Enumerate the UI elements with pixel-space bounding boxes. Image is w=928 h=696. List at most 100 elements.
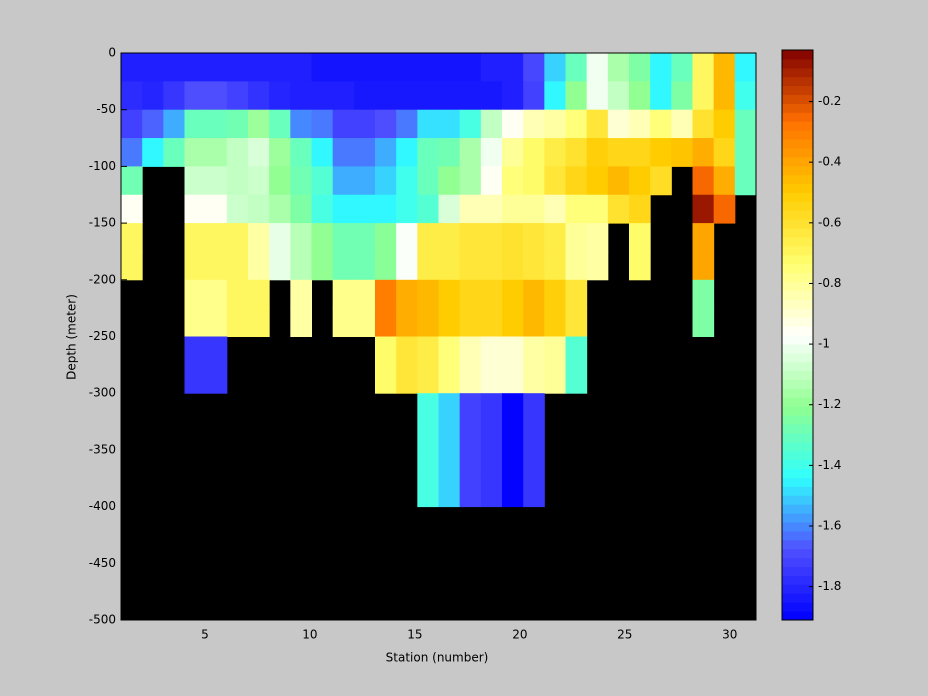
heatmap-cell	[713, 53, 736, 82]
colorbar-tick-label: -0.8	[818, 276, 841, 290]
heatmap-cell	[586, 194, 609, 224]
heatmap-cell	[396, 166, 418, 196]
heatmap-cell	[502, 478, 524, 508]
colorbar-band	[782, 548, 813, 559]
colorbar-tick-label: -0.4	[818, 155, 841, 169]
heatmap-cell	[459, 336, 482, 366]
heatmap-cell	[269, 194, 291, 224]
y-tick-label: 0	[108, 46, 116, 60]
heatmap-cell	[205, 364, 228, 394]
colorbar-band	[782, 388, 813, 398]
heatmap-cell	[692, 194, 715, 224]
colorbar-band	[782, 495, 813, 505]
heatmap-cell	[142, 109, 164, 139]
heatmap-cell	[671, 109, 693, 139]
heatmap-cell	[417, 138, 439, 167]
heatmap-cell	[375, 364, 397, 394]
heatmap-cell	[713, 138, 736, 167]
heatmap-cell	[226, 166, 249, 196]
heatmap-cell	[269, 109, 291, 139]
colorbar-band	[782, 352, 813, 363]
heatmap-cell	[396, 308, 418, 337]
heatmap-cell	[290, 194, 312, 224]
heatmap-cell	[544, 223, 566, 252]
heatmap-cell	[692, 81, 715, 111]
heatmap-cell	[544, 166, 566, 196]
heatmap-cell	[480, 478, 503, 508]
colorbar-band	[782, 219, 813, 229]
heatmap-cell	[502, 109, 524, 139]
colorbar-band	[782, 103, 813, 113]
heatmap-cell	[375, 166, 397, 196]
heatmap-cell	[629, 166, 651, 196]
heatmap-cell	[290, 308, 312, 337]
colorbar-band	[782, 459, 813, 470]
heatmap-cell	[438, 336, 461, 366]
heatmap-cell	[417, 81, 439, 111]
heatmap-cell	[480, 223, 503, 252]
colorbar-band	[782, 557, 813, 568]
colorbar-band	[782, 343, 813, 354]
heatmap-cell	[480, 81, 503, 111]
heatmap-cell	[184, 166, 207, 196]
heatmap-cell	[248, 279, 270, 309]
heatmap-cell	[311, 166, 334, 196]
heatmap-cell	[248, 138, 270, 167]
heatmap-cell	[184, 336, 207, 366]
colorbar-band	[782, 504, 813, 514]
heatmap-cell	[502, 138, 524, 167]
heatmap-cell	[142, 81, 164, 111]
heatmap-cell	[544, 194, 566, 224]
heatmap-cell	[544, 364, 566, 394]
heatmap-cell	[184, 279, 207, 309]
heatmap-cell	[459, 421, 482, 451]
heatmap-cell	[417, 393, 439, 423]
heatmap-cell	[396, 223, 418, 252]
heatmap-cell	[480, 251, 503, 281]
heatmap-cell	[438, 223, 461, 252]
heatmap-cell	[713, 194, 736, 224]
heatmap-cell	[438, 279, 461, 309]
heatmap-cell	[459, 449, 482, 479]
heatmap-cell	[269, 166, 291, 196]
heatmap-cell	[523, 308, 545, 337]
heatmap-cell	[523, 166, 545, 196]
heatmap-cell	[205, 279, 228, 309]
heatmap-cell	[502, 393, 524, 423]
colorbar-band	[782, 76, 813, 87]
heatmap-cell	[565, 308, 588, 337]
heatmap-cell	[226, 138, 249, 167]
heatmap-cell	[502, 336, 524, 366]
heatmap-cell	[586, 81, 609, 111]
heatmap-cell	[290, 53, 312, 82]
heatmap-cell	[692, 166, 715, 196]
heatmap-cell	[713, 109, 736, 139]
heatmap-cell	[586, 109, 609, 139]
heatmap-cell	[692, 308, 715, 337]
heatmap-cell	[692, 223, 715, 252]
heatmap-cell	[396, 138, 418, 167]
heatmap-cell	[713, 81, 736, 111]
heatmap-cell	[523, 194, 545, 224]
heatmap-cell	[375, 81, 397, 111]
colorbar-tick-label: -0.2	[818, 94, 841, 108]
heatmap-cell	[734, 109, 757, 139]
heatmap-cell	[523, 336, 545, 366]
heatmap-cell	[184, 308, 207, 337]
heatmap-cell	[692, 53, 715, 82]
heatmap-cell	[163, 109, 185, 139]
heatmap-cell	[502, 279, 524, 309]
heatmap-cell	[396, 336, 418, 366]
heatmap-cell	[692, 109, 715, 139]
heatmap-cell	[480, 336, 503, 366]
heatmap-cell	[205, 223, 228, 252]
y-tick-label: -200	[89, 272, 116, 286]
heatmap-cell	[502, 449, 524, 479]
heatmap-cell	[375, 53, 397, 82]
y-tick-label: -300	[89, 386, 116, 400]
heatmap-cell	[607, 81, 630, 111]
heatmap-cell	[438, 449, 461, 479]
heatmap-cell	[375, 251, 397, 281]
y-axis-label: Depth (meter)	[65, 294, 79, 380]
heatmap-cell	[502, 251, 524, 281]
